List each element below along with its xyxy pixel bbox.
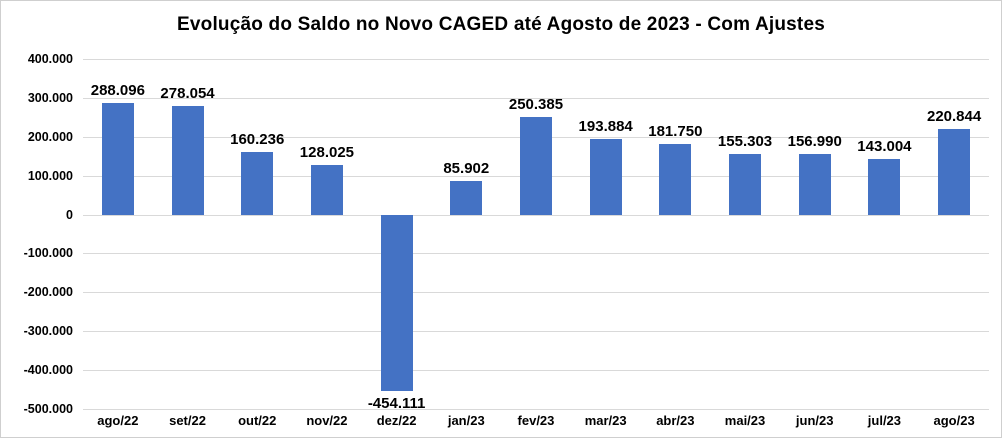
- x-tick-label: set/22: [169, 413, 206, 428]
- y-tick-label: 300.000: [27, 90, 73, 105]
- bar-slot: 160.236: [222, 59, 292, 409]
- x-tick-label: jun/23: [795, 413, 834, 428]
- plot-area: 288.096 278.054 160.236 128.025 -454.111 85.9…: [83, 59, 989, 413]
- gridline: [83, 292, 989, 294]
- data-label: 181.750: [648, 122, 703, 140]
- x-tick-label: ago/22: [97, 413, 139, 428]
- gridline: [83, 97, 989, 99]
- gridline: [83, 214, 989, 216]
- bar-slot: 85.902: [431, 59, 501, 409]
- bar-dez/22: [380, 214, 413, 392]
- bar-slot: 278.054: [153, 59, 223, 409]
- gridline: [83, 409, 989, 410]
- bar-slot: 143.004: [850, 59, 920, 409]
- x-tick-label: out/22: [238, 413, 277, 428]
- data-label: 160.236: [230, 131, 285, 149]
- y-tick-label: -200.000: [23, 285, 73, 300]
- bar-slot: 220.844: [919, 59, 989, 409]
- bar-abr/23: [659, 143, 692, 215]
- bar-set/22: [171, 106, 204, 215]
- y-axis-labels: 400.000 300.000 200.000 100.000 0 -100.000 -20…: [1, 52, 73, 416]
- y-tick-label: 200.000: [27, 129, 73, 144]
- y-tick-label: 100.000: [27, 168, 73, 183]
- gridline: [83, 59, 989, 60]
- y-tick-label: -500.000: [23, 402, 73, 416]
- y-tick-label: -300.000: [23, 324, 73, 339]
- bar-slot: 250.385: [501, 59, 571, 409]
- bars: 288.096 278.054 160.236 128.025 -454.111 85.9…: [83, 59, 989, 413]
- data-label: 155.303: [717, 133, 773, 151]
- data-label: 288.096: [90, 81, 145, 99]
- bar-ago/22: [101, 102, 134, 215]
- x-tick-label: fev/23: [517, 413, 555, 428]
- x-tick-label: mar/23: [584, 413, 627, 428]
- bar-mar/23: [589, 139, 622, 215]
- gridline: [83, 253, 989, 255]
- data-label: -454.111: [367, 395, 426, 413]
- bar-fev/23: [519, 117, 552, 215]
- y-tick-label: 400.000: [27, 52, 73, 66]
- gridline: [83, 370, 989, 372]
- bar-slot: 193.884: [571, 59, 641, 409]
- x-tick-label: abr/23: [656, 413, 695, 428]
- x-axis-labels: ago/22 set/22 out/22 nov/22 dez/22 jan/23 fev/…: [83, 413, 989, 428]
- data-label: 250.385: [508, 96, 564, 114]
- data-label: 193.884: [578, 118, 633, 136]
- y-tick-label: -400.000: [23, 363, 73, 378]
- bar-jan/23: [450, 181, 483, 215]
- x-tick-label: jan/23: [447, 413, 485, 428]
- data-label: 85.902: [443, 160, 490, 178]
- bar-nov/22: [310, 164, 343, 215]
- data-label: 143.004: [857, 137, 912, 155]
- data-label: 156.990: [787, 132, 842, 150]
- bar-slot: -454.111: [362, 59, 432, 413]
- x-tick-label: nov/22: [306, 413, 348, 428]
- x-tick-label: dez/22: [376, 413, 417, 428]
- bar-slot: 128.025: [292, 59, 362, 409]
- bar-jun/23: [798, 153, 831, 215]
- bar-jul/23: [868, 158, 901, 215]
- data-label: 278.054: [160, 85, 215, 103]
- x-tick-label: mai/23: [724, 413, 766, 428]
- y-tick-label: 0: [66, 207, 73, 222]
- bar-slot: 155.303: [710, 59, 780, 409]
- x-tick-label: ago/23: [933, 413, 975, 428]
- bar-ago/23: [938, 128, 971, 215]
- chart-title: Evolução do Saldo no Novo CAGED até Agos…: [177, 14, 825, 35]
- bar-out/22: [241, 152, 274, 215]
- data-label: 220.844: [926, 107, 982, 125]
- x-tick-label: jul/23: [867, 413, 902, 428]
- data-label: 128.025: [299, 143, 355, 161]
- bar-slot: 156.990: [780, 59, 850, 409]
- bar-slot: 288.096: [83, 59, 153, 409]
- bar-slot: 181.750: [641, 59, 711, 409]
- bar-mai/23: [729, 154, 762, 215]
- y-tick-label: -100.000: [23, 246, 73, 261]
- gridline: [83, 331, 989, 333]
